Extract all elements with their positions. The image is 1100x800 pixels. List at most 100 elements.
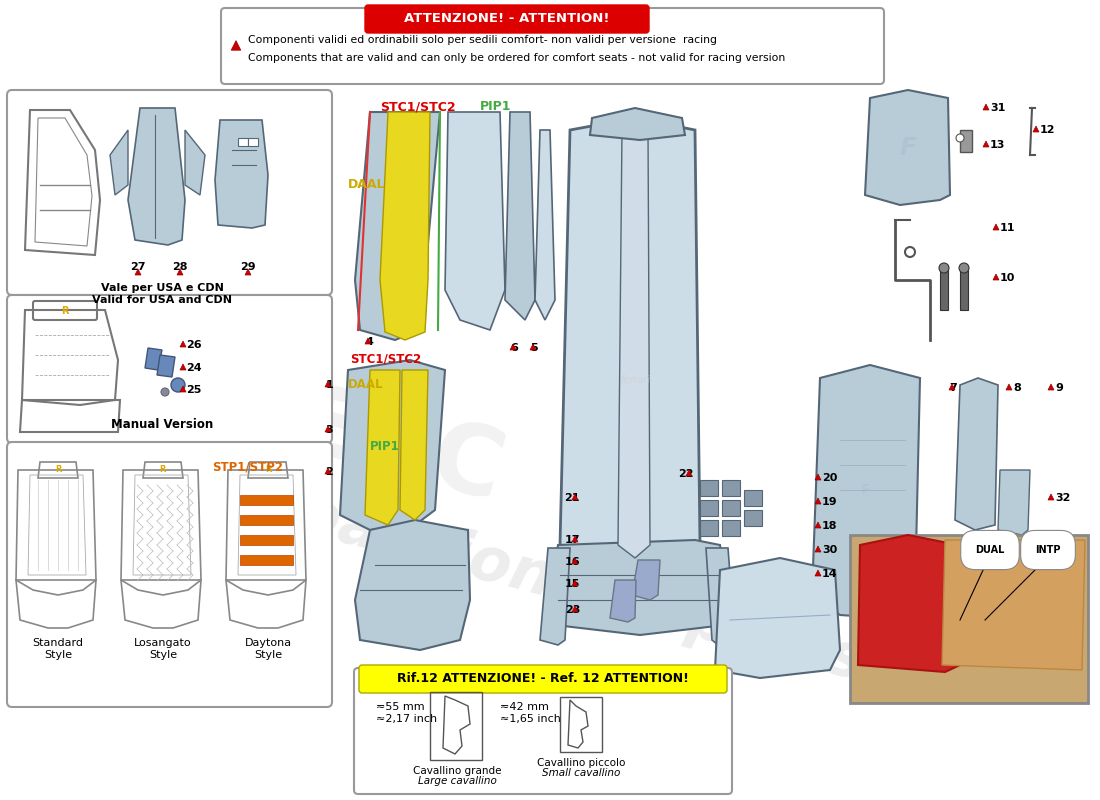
Text: 22: 22 [679,469,694,479]
Text: STC1/STC2: STC1/STC2 [350,352,421,365]
Text: 13: 13 [990,140,1005,150]
Text: 15: 15 [564,579,580,589]
Circle shape [161,388,169,396]
Polygon shape [1033,126,1039,132]
Polygon shape [983,104,989,110]
Text: R: R [62,306,68,316]
Bar [240,535,293,545]
Text: 10: 10 [1000,273,1015,283]
Polygon shape [185,130,205,195]
Polygon shape [145,348,162,370]
Polygon shape [1048,384,1054,390]
FancyBboxPatch shape [7,442,332,707]
Bar [960,130,972,152]
Polygon shape [110,130,128,195]
Bar [722,500,740,516]
Polygon shape [177,269,183,275]
Text: ferrari: ferrari [620,375,650,385]
Polygon shape [572,606,578,612]
Polygon shape [815,522,821,528]
Polygon shape [572,494,578,500]
Text: Vale per USA e CDN
Valid for USA and CDN: Vale per USA e CDN Valid for USA and CDN [92,283,232,305]
Polygon shape [530,344,536,350]
Text: R: R [160,466,166,474]
Polygon shape [446,112,505,330]
Polygon shape [157,355,175,377]
Text: Losangato
Style: Losangato Style [134,638,191,659]
Text: EPC: EPC [287,378,513,522]
Bar [744,490,762,506]
Text: a passion for parts: a passion for parts [229,467,871,693]
Polygon shape [180,341,186,347]
Text: DAAL: DAAL [348,178,385,191]
Text: 6: 6 [510,343,518,353]
Text: Daytona
Style: Daytona Style [244,638,292,659]
Text: Standard
Style: Standard Style [33,638,84,659]
Polygon shape [180,364,186,370]
Text: 5: 5 [530,343,538,353]
Text: 19: 19 [822,497,837,507]
Text: ≂42 mm
≈1,65 inch: ≂42 mm ≈1,65 inch [500,702,561,723]
Bar [722,480,740,496]
Text: ≂55 mm
≈2,17 inch: ≂55 mm ≈2,17 inch [376,702,437,723]
Text: 2: 2 [326,467,333,477]
Bar [960,270,968,310]
Bar [240,495,293,505]
Circle shape [956,134,964,142]
Text: INTP: INTP [1035,545,1060,555]
Bar [940,270,948,310]
Text: 28: 28 [173,262,188,272]
Bar [248,138,258,146]
Polygon shape [572,558,578,564]
Text: 4: 4 [365,337,373,347]
Polygon shape [998,470,1030,535]
Bar [560,697,602,752]
Bar [700,480,718,496]
Polygon shape [128,108,185,245]
Text: PIP1: PIP1 [370,440,399,453]
Bar [240,555,293,565]
Text: 21: 21 [564,493,580,503]
Text: 7: 7 [949,383,957,393]
Polygon shape [572,536,578,542]
Text: R: R [55,466,62,474]
Polygon shape [214,120,268,228]
Polygon shape [686,470,692,476]
Text: STC1/STC2: STC1/STC2 [379,100,455,113]
Bar [700,500,718,516]
Text: 29: 29 [240,262,256,272]
Text: F: F [900,136,916,160]
Circle shape [959,263,969,273]
Text: DUAL: DUAL [976,545,1004,555]
Polygon shape [632,560,660,600]
Polygon shape [324,426,331,432]
Polygon shape [355,112,440,340]
Polygon shape [815,546,821,552]
Polygon shape [983,141,989,147]
Polygon shape [231,41,241,50]
Circle shape [170,378,185,392]
FancyBboxPatch shape [7,90,332,295]
Polygon shape [706,548,735,645]
Polygon shape [993,274,999,280]
Polygon shape [180,386,186,392]
Text: 25: 25 [186,385,201,395]
Polygon shape [245,269,251,275]
Polygon shape [324,468,331,474]
Polygon shape [560,118,700,568]
Text: Large cavallino: Large cavallino [418,776,496,786]
Polygon shape [715,558,840,678]
FancyBboxPatch shape [365,5,649,33]
FancyBboxPatch shape [359,665,727,693]
Polygon shape [955,378,998,530]
Polygon shape [1006,384,1012,390]
Polygon shape [135,269,141,275]
Text: 26: 26 [186,340,201,350]
Polygon shape [1048,494,1054,500]
FancyBboxPatch shape [354,668,732,794]
Polygon shape [505,112,535,320]
Polygon shape [993,224,999,230]
Text: Cavallino grande: Cavallino grande [412,766,502,776]
Polygon shape [590,108,685,140]
Polygon shape [815,498,821,504]
